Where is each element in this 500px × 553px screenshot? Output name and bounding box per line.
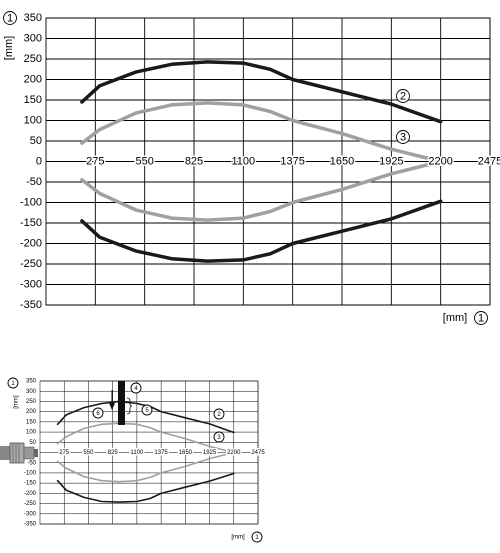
marker-label: 1: [11, 381, 15, 387]
y-tick-label: -150: [24, 481, 37, 487]
marker-label: 1: [7, 12, 13, 24]
y-tick-label: 100: [24, 114, 42, 126]
curve: [80, 199, 443, 263]
y-tick-label: 50: [30, 135, 42, 147]
x-tick-label: 550: [135, 155, 153, 167]
x-tick-label: 275: [59, 450, 70, 456]
y-tick-label: 150: [26, 419, 37, 425]
curve: [80, 60, 443, 124]
y-tick-label: -50: [27, 460, 36, 466]
y-tick-label: 250: [26, 399, 37, 405]
x-axis-label: [mm]: [443, 312, 467, 324]
y-tick-label: 50: [29, 440, 36, 446]
y-tick-label: 300: [26, 389, 37, 395]
curve: [56, 472, 235, 503]
x-tick-label: 2475: [478, 155, 500, 167]
y-tick-label: -300: [24, 511, 37, 517]
marker-label: 1: [478, 312, 484, 324]
marker-label: 2: [400, 90, 406, 102]
marker-label: 6: [96, 411, 100, 417]
marker-label: 3: [217, 435, 221, 441]
x-tick-label: 275: [86, 155, 104, 167]
marker-circle: [474, 311, 488, 325]
y-tick-label: 150: [24, 94, 42, 106]
x-tick-label: 2200: [227, 450, 241, 456]
marker-circle: [3, 11, 17, 25]
y-tick-label: -50: [26, 176, 42, 188]
marker-label: 4: [134, 386, 138, 392]
x-tick-label: 550: [83, 450, 94, 456]
y-tick-label: -300: [20, 278, 42, 290]
x-tick-label: 2475: [251, 450, 265, 456]
y-axis-label: [mm]: [3, 36, 15, 60]
marker-label: 5: [145, 408, 149, 414]
y-tick-label: -350: [20, 299, 42, 311]
marker-label: 1: [255, 535, 259, 541]
marker-circle: [251, 531, 263, 543]
marker-circle: [396, 89, 410, 103]
y-tick-label: -250: [20, 258, 42, 270]
curve: [56, 400, 235, 434]
marker-circle: [130, 382, 142, 394]
marker-circle: [213, 408, 225, 420]
y-tick-label: 300: [24, 32, 42, 44]
marker-label: 2: [217, 412, 221, 418]
marker-circle: [141, 404, 153, 416]
sensor-icon: [0, 442, 38, 464]
x-tick-label: 825: [185, 155, 203, 167]
y-tick-label: -250: [24, 501, 37, 507]
y-tick-label: 350: [26, 379, 37, 385]
marker-circle: [213, 431, 225, 443]
marker-circle: [92, 407, 104, 419]
marker-circle: [396, 130, 410, 144]
y-tick-label: -200: [20, 237, 42, 249]
x-axis-label: [mm]: [231, 535, 245, 541]
x-tick-label: 1100: [130, 450, 144, 456]
y-tick-label: 0: [36, 155, 42, 167]
x-tick-label: 1925: [379, 155, 403, 167]
target-object: [118, 381, 125, 425]
y-tick-label: -100: [20, 196, 42, 208]
x-tick-label: 1375: [280, 155, 304, 167]
x-tick-label: 1925: [203, 450, 217, 456]
curve: [56, 422, 235, 454]
arrow: [109, 390, 115, 410]
x-tick-label: 1375: [154, 450, 168, 456]
marker-label: 3: [400, 131, 406, 143]
marker-circle: [7, 377, 19, 389]
curve: [56, 451, 235, 483]
curve: [80, 159, 443, 222]
x-tick-label: 825: [108, 450, 119, 456]
y-axis-label: [mm]: [14, 395, 20, 409]
y-tick-label: 350: [24, 12, 42, 24]
x-tick-label: 1100: [232, 155, 256, 167]
y-tick-label: -350: [24, 522, 37, 528]
x-tick-label: 1650: [330, 155, 354, 167]
y-tick-label: -100: [24, 471, 37, 477]
y-tick-label: -150: [20, 217, 42, 229]
y-tick-label: 200: [26, 409, 37, 415]
x-tick-label: 1650: [179, 450, 193, 456]
curve: [80, 101, 443, 164]
y-tick-label: 200: [24, 73, 42, 85]
y-tick-label: 100: [26, 430, 37, 436]
y-tick-label: 250: [24, 53, 42, 65]
y-tick-label: -200: [24, 491, 37, 497]
x-tick-label: 2200: [428, 155, 452, 167]
brace: [126, 397, 133, 415]
